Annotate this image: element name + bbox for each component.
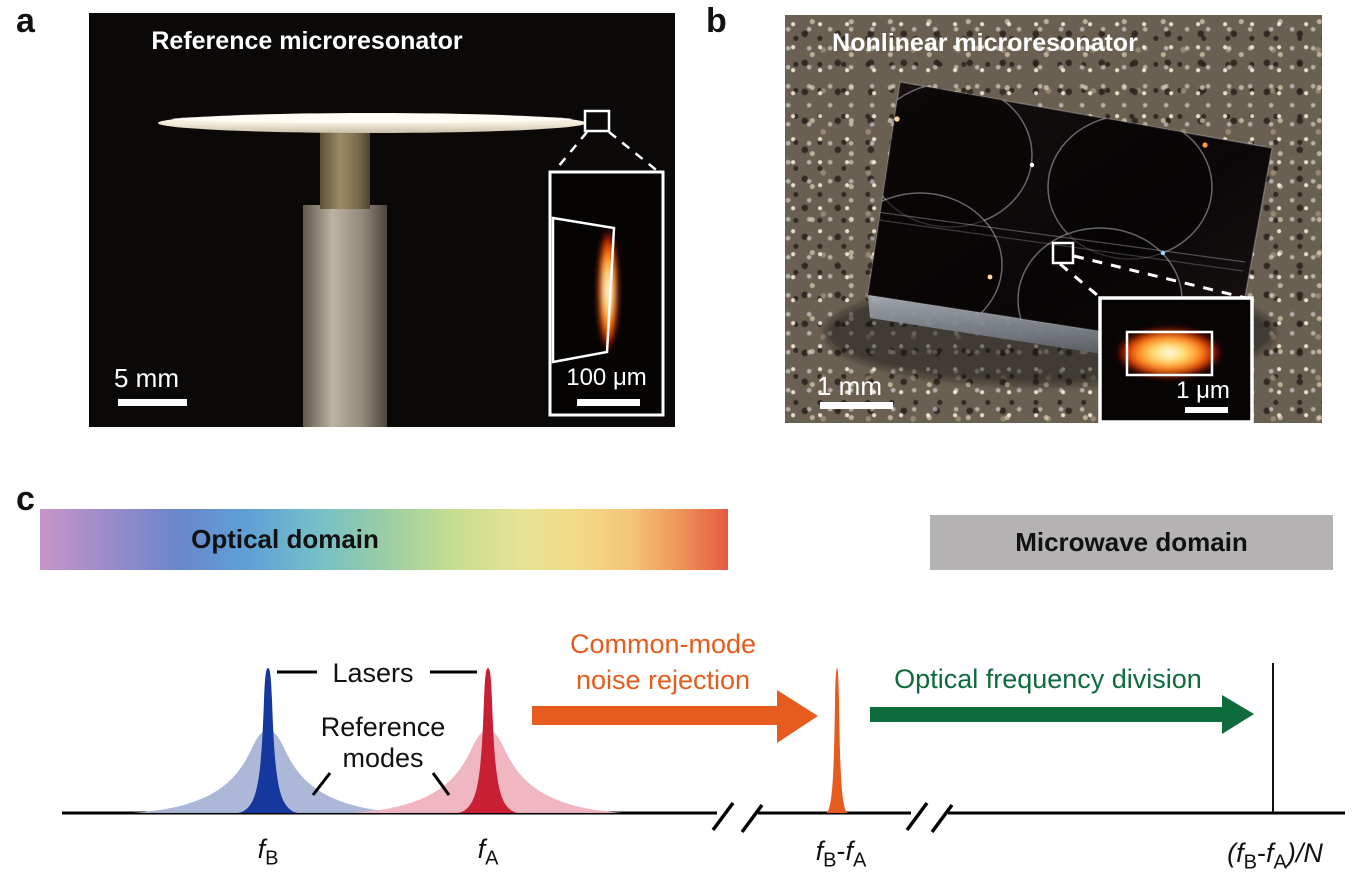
panel-a-title: Reference microresonator bbox=[151, 27, 463, 55]
fbfa-minus: - bbox=[836, 836, 846, 866]
fbfa-s1: B bbox=[823, 849, 837, 872]
brass-stem bbox=[320, 131, 370, 209]
fb-symbol: f bbox=[257, 834, 266, 864]
axis-break-1 bbox=[711, 801, 764, 834]
fbfa-f1: f bbox=[815, 836, 824, 866]
disc-wedge-outline bbox=[551, 216, 616, 364]
fb-label: fB bbox=[238, 834, 298, 870]
fbfa-f2: f bbox=[845, 836, 854, 866]
dashed-callout-a-left bbox=[552, 131, 588, 174]
fbfan-f1: f bbox=[1236, 838, 1244, 868]
panel-b-photo-art bbox=[825, 81, 1275, 423]
fbfan-s2: A bbox=[1273, 851, 1287, 874]
fbfan-label: (fB-fA)/N bbox=[1185, 838, 1365, 874]
disc-highlight bbox=[172, 115, 572, 123]
fa-symbol: f bbox=[477, 834, 486, 864]
panel-a-photo-art bbox=[158, 109, 665, 427]
common-mode-arrow bbox=[532, 690, 818, 743]
fbfa-label: fB-fA bbox=[781, 836, 901, 872]
dashed-callout-b-left bbox=[1059, 262, 1104, 302]
panel-a-inset-scalebar-label: 100 μm bbox=[566, 364, 647, 391]
metal-post bbox=[303, 205, 387, 427]
common-mode-line2: noise rejection bbox=[575, 665, 751, 695]
frequency-division-arrow bbox=[870, 695, 1254, 734]
panel-b-photo: Nonlinear microresonator 1 mm 1 μm bbox=[785, 15, 1322, 423]
panel-a-scalebar bbox=[118, 399, 187, 406]
panel-b-title: Nonlinear microresonator bbox=[832, 29, 1138, 57]
reference-modes-label: Reference modes bbox=[303, 712, 463, 774]
reference-modes-pointer-right bbox=[431, 772, 451, 796]
microwave-domain-label: Microwave domain bbox=[1015, 527, 1248, 557]
panel-b-inset-scalebar bbox=[1185, 407, 1228, 413]
zoom-square-b bbox=[1051, 241, 1075, 265]
zoom-square-a bbox=[583, 109, 611, 133]
fbfan-close: )/ bbox=[1286, 838, 1304, 868]
fbfa-s2: A bbox=[853, 849, 867, 872]
reference-modes-line1: Reference bbox=[320, 712, 446, 742]
fbfan-s1: B bbox=[1243, 851, 1257, 874]
laser-peak-b bbox=[238, 668, 298, 813]
waveguide-outline bbox=[1125, 330, 1214, 377]
laser-peak-a bbox=[458, 668, 518, 813]
beat-note-peak bbox=[826, 668, 848, 813]
fb-subscript: B bbox=[265, 847, 279, 870]
panel-b-scalebar-label: 1 mm bbox=[817, 371, 882, 401]
spectrum-diagram bbox=[62, 663, 1345, 834]
panel-c-letter: c bbox=[16, 480, 35, 518]
reference-modes-pointer-left bbox=[311, 772, 332, 796]
mode-profile-b bbox=[1115, 327, 1223, 379]
fbfan-n: N bbox=[1303, 838, 1323, 868]
fbfan-f2: f bbox=[1266, 838, 1274, 868]
fa-label: fA bbox=[458, 834, 518, 870]
panel-a-letter: a bbox=[16, 2, 35, 40]
lasers-label: Lasers bbox=[332, 658, 414, 688]
optical-domain-bar: Optical domain bbox=[40, 509, 728, 570]
panel-a-scalebar-label: 5 mm bbox=[114, 363, 179, 393]
panel-b-inset-scalebar-label: 1 μm bbox=[1176, 377, 1230, 404]
axis-break-2 bbox=[905, 801, 954, 834]
panel-b-letter: b bbox=[706, 2, 727, 40]
common-mode-label: Common-mode noise rejection bbox=[543, 626, 783, 698]
fa-subscript: A bbox=[485, 847, 499, 870]
fbfan-open: ( bbox=[1227, 838, 1237, 868]
panel-a-inset-scalebar bbox=[577, 399, 640, 406]
fbfan-minus: - bbox=[1257, 838, 1266, 868]
panel-b-scalebar bbox=[820, 402, 893, 409]
common-mode-line1: Common-mode bbox=[569, 629, 757, 659]
microwave-domain-bar: Microwave domain bbox=[930, 515, 1333, 570]
dashed-callout-a-right bbox=[608, 131, 661, 174]
reference-modes-line2: modes bbox=[342, 743, 424, 773]
panel-a-photo: Reference microresonator 5 mm 100 μm bbox=[89, 13, 675, 427]
frequency-division-label: Optical frequency division bbox=[894, 664, 1202, 694]
optical-domain-label: Optical domain bbox=[191, 524, 379, 554]
